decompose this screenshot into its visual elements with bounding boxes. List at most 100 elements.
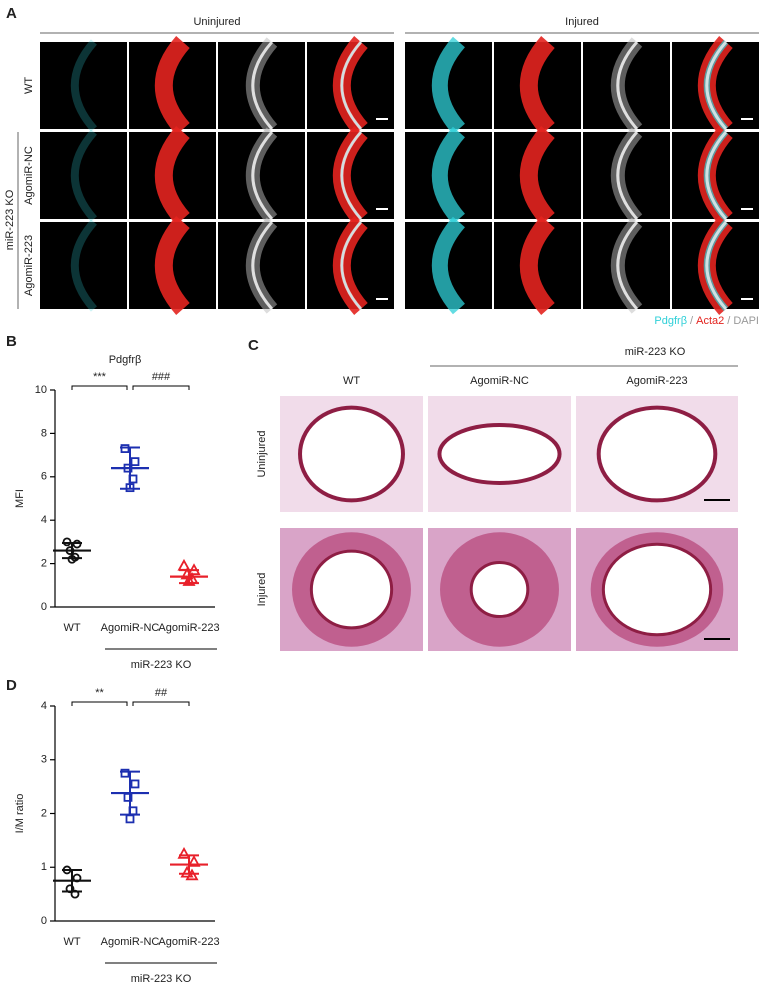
vessel-wall	[70, 219, 97, 312]
y-tick-label: 4	[41, 700, 47, 712]
micrograph	[218, 37, 305, 134]
significance-bracket	[132, 701, 190, 706]
data-point	[130, 457, 140, 467]
vessel-wall	[251, 41, 274, 130]
legend-entry: Acta2	[696, 315, 724, 327]
vessel-wall	[251, 221, 274, 310]
group-label: miR-223 KO	[4, 189, 16, 250]
micrograph	[307, 126, 394, 225]
significance-bracket	[71, 701, 128, 706]
column-header: AgomiR-223	[626, 375, 687, 387]
data-point	[72, 539, 82, 549]
micrograph-bg	[40, 132, 127, 219]
data-point	[120, 444, 130, 453]
x-tick-label: WT	[63, 936, 80, 948]
vessel-wall	[519, 126, 555, 225]
legend-entry: /	[727, 315, 731, 327]
micrograph	[672, 216, 759, 315]
column-header: WT	[343, 375, 360, 387]
vessel-wall	[431, 216, 466, 315]
vessel-wall	[251, 131, 274, 220]
lumen	[437, 423, 562, 485]
data-point	[187, 855, 201, 867]
vessel-wall	[340, 221, 363, 310]
micrograph	[307, 216, 394, 315]
vessel-wall	[705, 221, 728, 310]
significance-bracket	[71, 385, 128, 390]
error-bar	[179, 569, 199, 585]
group-label: miR-223 KO	[131, 659, 192, 671]
micrograph	[583, 37, 670, 134]
x-tick-label: AgomiR-223	[158, 936, 219, 948]
significance-label: ###	[152, 371, 171, 383]
row-label: Uninjured	[256, 430, 268, 477]
data-point	[125, 814, 135, 824]
significance-bracket	[132, 385, 190, 390]
row-label: AgomiR-223	[23, 235, 35, 296]
micrograph	[129, 216, 216, 315]
vessel-wall	[705, 131, 728, 220]
panel-letter: C	[248, 337, 259, 354]
y-tick-label: 3	[41, 754, 47, 766]
vessel-wall	[340, 41, 363, 130]
data-point	[177, 558, 191, 571]
micrograph	[405, 36, 492, 135]
channel-legend: Pdgfrβ / Acta2/DAPI	[654, 315, 759, 327]
error-bar	[120, 770, 140, 816]
column-header: Uninjured	[193, 16, 240, 28]
row-label: WT	[23, 77, 35, 94]
lumen	[469, 560, 530, 619]
micrograph	[672, 36, 759, 135]
error-bar	[62, 541, 82, 560]
legend-entry: DAPI	[733, 315, 759, 327]
legend-entry: /	[690, 315, 694, 327]
data-point	[130, 779, 140, 789]
lumen	[309, 549, 394, 630]
micrograph-bg	[40, 42, 127, 129]
y-tick-label: 4	[41, 514, 47, 526]
legend-entry: Pdgfrβ	[654, 315, 687, 327]
chart-title: Pdgfrβ	[109, 354, 142, 366]
micrograph	[583, 127, 670, 224]
vessel-wall	[616, 131, 639, 220]
micrograph	[672, 126, 759, 225]
y-tick-label: 10	[35, 384, 47, 396]
group-label: miR-223 KO	[625, 346, 686, 358]
micrograph	[218, 127, 305, 224]
column-header: Injured	[565, 16, 599, 28]
vessel-wall	[431, 36, 466, 135]
x-tick-label: WT	[63, 622, 80, 634]
micrograph	[405, 126, 492, 225]
vessel-wall	[154, 36, 190, 135]
y-axis-label: I/M ratio	[14, 794, 26, 834]
vessel-wall	[70, 129, 97, 222]
panel-letter: B	[6, 333, 17, 350]
row-label: AgomiR-NC	[23, 146, 35, 205]
histology-image	[280, 528, 423, 651]
micrograph	[405, 216, 492, 315]
y-tick-label: 0	[41, 601, 47, 613]
y-tick-label: 0	[41, 915, 47, 927]
panel-letter: A	[6, 5, 17, 22]
micrograph	[40, 219, 127, 312]
vessel-wall	[616, 221, 639, 310]
histology-image	[576, 396, 738, 512]
y-tick-label: 1	[41, 861, 47, 873]
data-point	[62, 537, 72, 547]
significance-label: ##	[155, 687, 168, 699]
micrograph-bg	[40, 222, 127, 309]
error-bar	[179, 854, 199, 875]
micrograph	[129, 126, 216, 225]
vessel-wall	[340, 131, 363, 220]
micrograph	[494, 216, 581, 315]
micrograph	[40, 39, 127, 132]
error-bar	[62, 868, 82, 893]
micrograph	[129, 36, 216, 135]
histology-image	[576, 528, 738, 651]
data-point	[182, 574, 196, 586]
histology-image	[428, 396, 571, 512]
row-label: Injured	[256, 573, 268, 607]
x-tick-label: AgomiR-223	[158, 622, 219, 634]
vessel-wall	[519, 216, 555, 315]
